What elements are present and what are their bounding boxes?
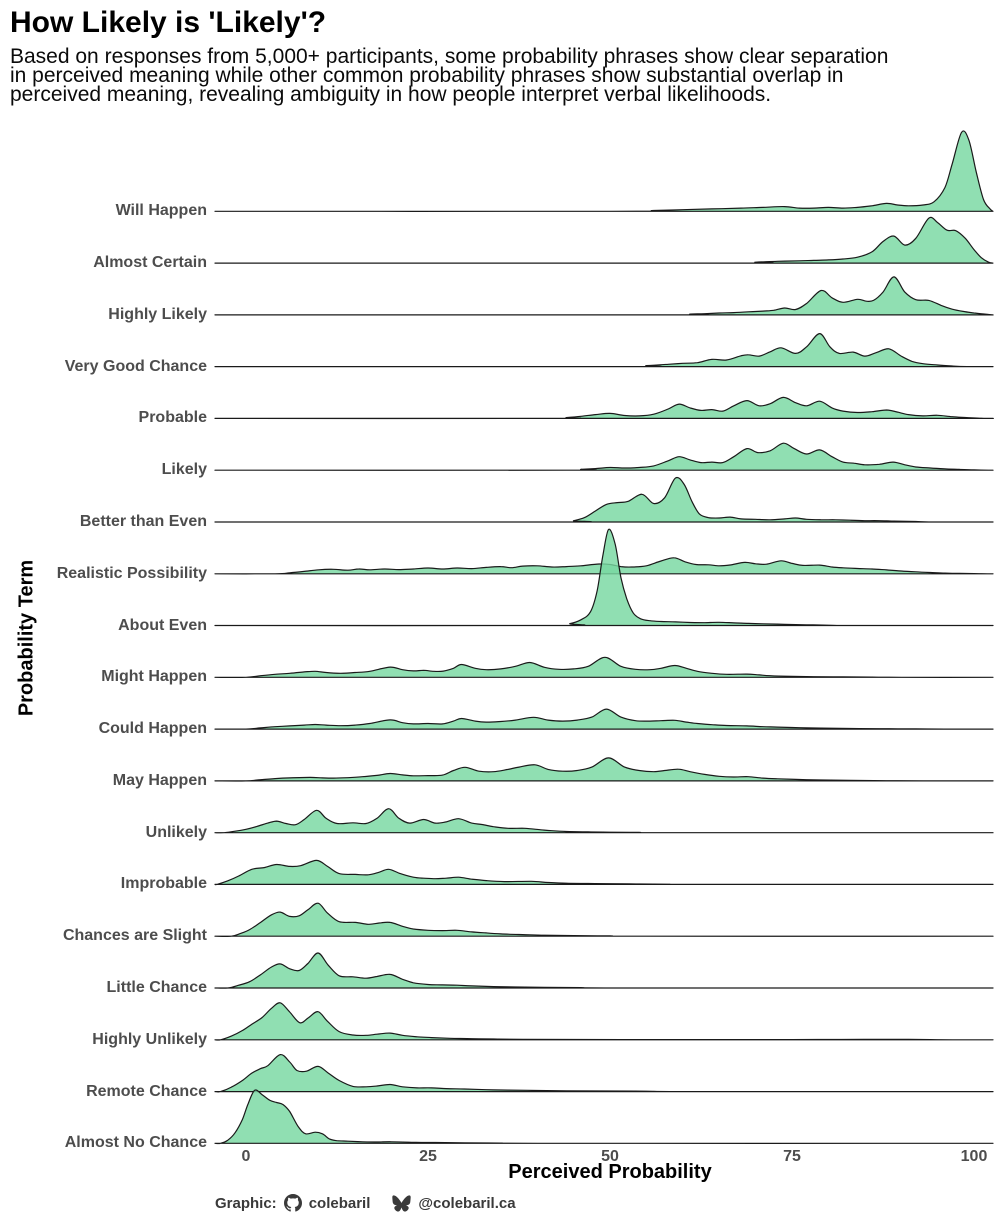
bluesky-handle: @colebaril.ca <box>418 1194 516 1212</box>
density-curve-might-happen <box>214 656 994 679</box>
x-tick-100: 100 <box>960 1148 988 1165</box>
term-label-almost-certain: Almost Certain <box>93 254 207 272</box>
term-label-remote-chance: Remote Chance <box>86 1082 207 1100</box>
footer-credit: Graphic: colebaril @colebaril.ca <box>215 1192 516 1214</box>
density-curve-will-happen <box>214 130 994 212</box>
density-curve-highly-likely <box>214 276 994 316</box>
term-label-improbable: Improbable <box>120 875 207 893</box>
density-curve-may-happen <box>214 757 994 782</box>
density-curve-about-even <box>214 528 994 627</box>
density-curve-very-good-chance <box>214 333 994 368</box>
term-label-better-than-even: Better than Even <box>79 512 207 530</box>
term-label-probable: Probable <box>138 409 207 427</box>
term-label-unlikely: Unlikely <box>145 823 207 841</box>
term-label-little-chance: Little Chance <box>106 979 207 996</box>
density-curve-probable <box>214 396 994 420</box>
x-tick-0: 0 <box>241 1148 251 1165</box>
x-tick-50: 50 <box>601 1148 619 1165</box>
page-title: How Likely is 'Likely'? <box>10 6 327 39</box>
chart-subtitle: Based on responses from 5,000+ participa… <box>10 45 889 106</box>
footer-graphic-label: Graphic: <box>215 1194 277 1212</box>
term-label-realistic-possibility: Realistic Possibility <box>56 564 207 582</box>
term-label-highly-unlikely: Highly Unlikely <box>92 1030 207 1048</box>
term-label-about-even: About Even <box>118 616 207 634</box>
density-curve-almost-certain <box>214 216 994 264</box>
density-curve-likely <box>214 442 994 471</box>
term-label-chances-are-slight: Chances are Slight <box>62 927 207 945</box>
term-label-almost-no-chance: Almost No Chance <box>64 1134 207 1152</box>
term-label-may-happen: May Happen <box>112 771 207 789</box>
x-axis-title: Perceived Probability <box>508 1161 712 1183</box>
density-curve-improbable <box>214 859 994 886</box>
term-label-very-good-chance: Very Good Chance <box>64 357 207 375</box>
term-label-likely: Likely <box>161 461 207 479</box>
density-curve-little-chance <box>214 952 994 989</box>
density-curve-better-than-even <box>214 476 994 523</box>
term-label-will-happen: Will Happen <box>115 202 207 220</box>
bluesky-butterfly-icon <box>392 1194 412 1212</box>
github-username: colebaril <box>308 1194 371 1212</box>
term-label-might-happen: Might Happen <box>101 668 207 686</box>
density-curve-remote-chance <box>214 1053 994 1093</box>
x-tick-25: 25 <box>419 1148 437 1165</box>
density-curve-almost-no-chance <box>214 1089 994 1145</box>
density-curve-chances-are-slight <box>214 902 994 938</box>
term-label-could-happen: Could Happen <box>98 720 207 738</box>
x-tick-75: 75 <box>783 1148 801 1165</box>
density-curve-highly-unlikely <box>214 1002 994 1041</box>
density-curve-could-happen <box>214 708 994 730</box>
term-label-highly-likely: Highly Likely <box>108 305 207 323</box>
density-curve-unlikely <box>214 808 994 834</box>
github-icon <box>283 1194 302 1212</box>
